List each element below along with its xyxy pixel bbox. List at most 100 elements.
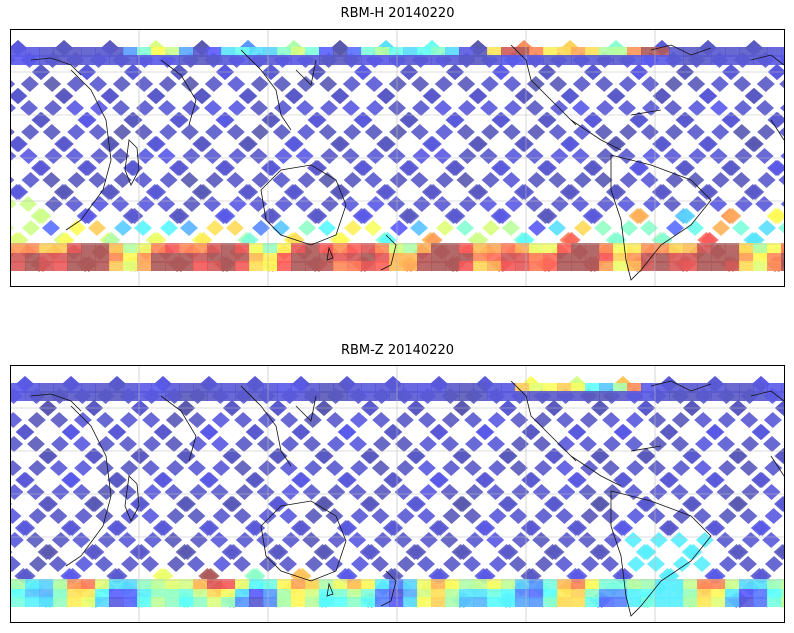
swath-cell [342, 100, 360, 116]
swath-band-cell [543, 589, 558, 599]
swath-cell [371, 460, 390, 476]
swath-cell [619, 124, 638, 140]
swath-band-cell [669, 243, 684, 253]
swath-band-cell [515, 55, 530, 65]
swath-cell [555, 508, 574, 524]
swath-band-cell [753, 47, 768, 57]
swath-band-cell [627, 391, 642, 401]
swath-band-cell [781, 47, 784, 57]
swath-band-cell [179, 261, 194, 271]
swath-band-cell [753, 383, 768, 393]
swath-band-cell [347, 243, 362, 253]
swath-band-cell [697, 261, 712, 271]
swath-band-cell [95, 261, 110, 271]
swath-cell [272, 220, 290, 236]
swath-cell [348, 532, 367, 548]
swath-band-cell [151, 383, 166, 393]
swath-cell [250, 76, 269, 92]
swath-cell [555, 556, 573, 572]
swath-cell [349, 436, 367, 452]
swath-band-cell [207, 55, 222, 65]
swath-band-cell [557, 261, 572, 271]
swath-cell [181, 76, 200, 92]
swath-band-cell [571, 243, 586, 253]
swath-band-cell [501, 261, 516, 271]
swath-cell [11, 103, 16, 113]
swath-cell [27, 436, 45, 452]
swath-band-cell [221, 579, 236, 589]
swath-cell [200, 472, 219, 488]
swath-band-cell [165, 243, 180, 253]
swath-cell [522, 424, 541, 440]
swath-band-cell [641, 261, 656, 271]
swath-cell [63, 520, 82, 536]
swath-band-cell [613, 391, 628, 401]
swath-cell [203, 196, 222, 212]
swath-band-cell [515, 579, 530, 589]
swath-band-cell [529, 47, 544, 57]
swath-band-cell [417, 243, 432, 253]
swath-cell [223, 448, 242, 464]
swath-cell [502, 124, 521, 140]
coastlines [30, 380, 784, 617]
swath-band-cell [375, 383, 390, 393]
swath-band-cell [319, 383, 334, 393]
swath-band-cell [25, 597, 40, 607]
swath-cell [119, 412, 138, 428]
swath-band-cell [711, 579, 726, 589]
swath-band-cell [403, 253, 418, 263]
swath-cell [538, 112, 557, 128]
swath-cell [486, 484, 505, 500]
swath-band-cell [487, 579, 502, 589]
swath-cell [723, 208, 742, 224]
swath-band-cell [417, 383, 432, 393]
swath-band-cell [641, 579, 656, 589]
swath-band-cell [319, 253, 334, 263]
swath-cell [325, 460, 344, 476]
swath-cell [86, 544, 105, 560]
swath-cell [572, 100, 590, 116]
swath-cell [258, 460, 277, 476]
swath-band-cell [781, 55, 784, 65]
swath-band-cell [445, 55, 460, 65]
swath-cell [778, 222, 784, 234]
swath-band-cell [613, 589, 628, 599]
swath-band-cell [739, 383, 754, 393]
swath-cell [325, 508, 344, 524]
swath-cell [200, 424, 219, 440]
swath-cell [764, 460, 783, 476]
swath-band-cell [683, 55, 698, 65]
swath-band-cell [151, 391, 166, 401]
satellite-swaths [11, 376, 784, 608]
swath-band-cell [543, 261, 558, 271]
swath-cell [131, 448, 150, 464]
swath-band-cell [263, 589, 278, 599]
swath-band-cell [655, 589, 670, 599]
swath-cell [113, 172, 132, 188]
swath-band-cell [109, 391, 124, 401]
swath-band-cell [529, 597, 544, 607]
swath-cell [486, 532, 505, 548]
swath-band-cell [207, 47, 222, 57]
swath-band-cell [39, 55, 54, 65]
swath-cell [753, 520, 772, 536]
swath-band-cell [193, 253, 208, 263]
swath-band-cell [669, 47, 684, 57]
swath-band-cell [781, 589, 784, 599]
swath-cell [769, 208, 784, 224]
swath-band-cell [529, 383, 544, 393]
swath-cell [11, 532, 24, 548]
swath-band-cell [669, 261, 684, 271]
swath-band-cell [277, 47, 292, 57]
swath-cell [371, 508, 390, 524]
swath-cell [302, 532, 321, 548]
swath-cell [44, 196, 63, 212]
swath-cell [167, 556, 185, 572]
swath-band-cell [347, 55, 362, 65]
swath-cell [26, 484, 45, 500]
swath-band-cell [263, 261, 278, 271]
swath-cell [297, 124, 316, 140]
swath-cell [304, 508, 323, 524]
swath-band-cell [669, 579, 684, 589]
swath-band-cell [445, 579, 460, 589]
